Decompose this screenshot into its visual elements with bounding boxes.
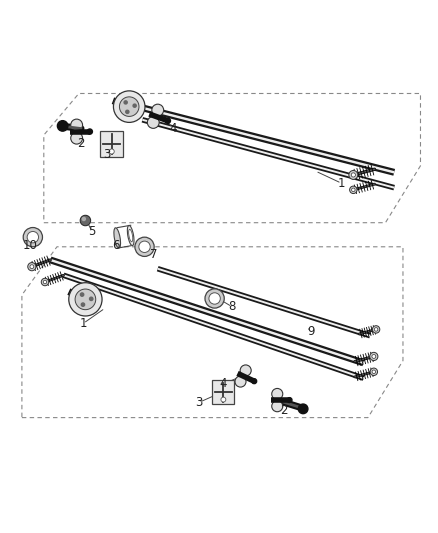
- Circle shape: [272, 389, 283, 399]
- Circle shape: [165, 118, 170, 123]
- Circle shape: [81, 303, 85, 306]
- Circle shape: [43, 280, 47, 284]
- Circle shape: [71, 119, 82, 131]
- Text: 5: 5: [88, 225, 95, 238]
- Circle shape: [352, 188, 355, 191]
- Circle shape: [152, 104, 164, 116]
- Circle shape: [235, 376, 246, 387]
- Circle shape: [75, 289, 96, 310]
- Text: 1: 1: [338, 177, 346, 190]
- Circle shape: [372, 354, 376, 358]
- FancyBboxPatch shape: [100, 131, 123, 157]
- Circle shape: [349, 171, 358, 180]
- Circle shape: [89, 297, 93, 301]
- Ellipse shape: [127, 225, 134, 246]
- Circle shape: [126, 110, 129, 114]
- Circle shape: [71, 132, 82, 144]
- Circle shape: [87, 129, 92, 134]
- Circle shape: [27, 231, 39, 243]
- Text: 4: 4: [169, 122, 177, 135]
- Circle shape: [351, 173, 356, 177]
- Circle shape: [69, 282, 102, 316]
- Circle shape: [272, 401, 283, 411]
- Circle shape: [370, 352, 378, 360]
- Text: 2: 2: [77, 138, 85, 150]
- Circle shape: [113, 91, 145, 123]
- Text: 6: 6: [112, 239, 120, 252]
- Ellipse shape: [114, 228, 120, 248]
- Circle shape: [82, 217, 85, 221]
- Text: 2: 2: [280, 403, 288, 417]
- Text: 1: 1: [79, 317, 87, 330]
- Text: 9: 9: [307, 325, 315, 338]
- Circle shape: [252, 379, 257, 384]
- Circle shape: [370, 368, 378, 375]
- Circle shape: [57, 120, 68, 131]
- Circle shape: [80, 215, 91, 226]
- Circle shape: [372, 326, 380, 333]
- Circle shape: [221, 397, 226, 402]
- Circle shape: [205, 289, 224, 308]
- FancyBboxPatch shape: [212, 380, 234, 405]
- Text: 4: 4: [219, 377, 227, 390]
- Circle shape: [81, 293, 84, 296]
- Text: 3: 3: [196, 396, 203, 409]
- Circle shape: [23, 228, 42, 247]
- Circle shape: [147, 117, 159, 128]
- Circle shape: [139, 241, 150, 253]
- Circle shape: [124, 101, 127, 104]
- Circle shape: [374, 328, 378, 331]
- Circle shape: [135, 237, 154, 256]
- Circle shape: [109, 149, 114, 154]
- Text: 3: 3: [104, 148, 111, 161]
- Circle shape: [30, 265, 34, 269]
- Circle shape: [28, 263, 36, 271]
- Circle shape: [298, 404, 308, 414]
- Circle shape: [287, 398, 292, 402]
- Ellipse shape: [129, 229, 133, 242]
- Circle shape: [209, 293, 220, 304]
- Circle shape: [133, 104, 136, 107]
- Text: 7: 7: [150, 248, 158, 261]
- Circle shape: [240, 365, 251, 376]
- Text: 10: 10: [22, 239, 37, 252]
- Circle shape: [350, 186, 357, 193]
- Text: 8: 8: [229, 300, 236, 313]
- Circle shape: [120, 97, 139, 116]
- Circle shape: [372, 370, 375, 374]
- Circle shape: [41, 278, 49, 286]
